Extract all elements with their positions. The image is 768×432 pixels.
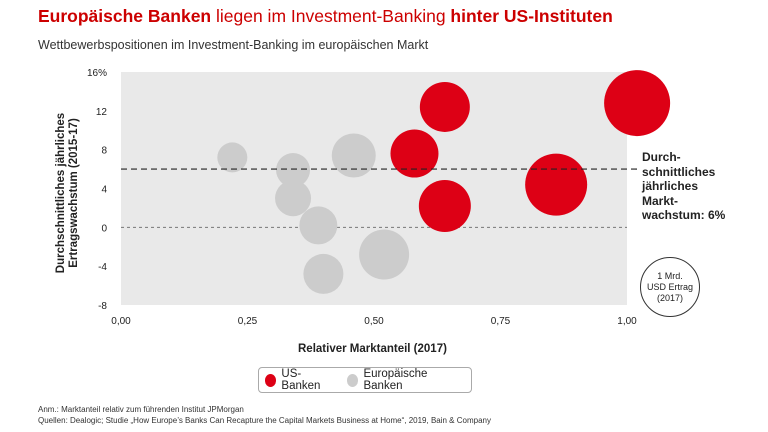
market-growth-label: Durch- schnittliches jährliches Markt- w…: [642, 150, 726, 222]
bubble-us: [604, 70, 671, 137]
note-line-2: Quellen: Dealogic; Studie „How Europe’s …: [38, 415, 491, 425]
x-tick-label: 0,00: [111, 316, 131, 327]
legend-swatch-us: [265, 373, 277, 387]
legend-label-us: US-Banken: [281, 368, 321, 392]
title-part1: Europäische Banken: [38, 6, 212, 26]
x-tick-label: 0,25: [238, 316, 258, 327]
chart-subtitle: Wettbewerbspositionen im Investment-Bank…: [38, 38, 429, 52]
x-tick-label: 0,50: [364, 316, 384, 327]
y-tick-label: 12: [96, 107, 108, 118]
bubble-eu: [299, 206, 338, 245]
y-tick-label: 0: [101, 223, 107, 234]
legend: US-Banken Europäische Banken: [258, 367, 472, 393]
bubble-us: [419, 81, 470, 132]
y-tick-label: 4: [101, 185, 107, 196]
y-axis-label: Durchschnittliches jährliches Ertragswac…: [55, 112, 80, 274]
y-tick-label: -4: [98, 262, 107, 273]
footnotes: Anm.: Marktanteil relativ zum führenden …: [38, 405, 491, 426]
legend-item-us: US-Banken: [265, 368, 333, 392]
bubble-eu: [275, 180, 312, 217]
legend-item-eu: Europäische Banken: [347, 368, 457, 392]
title-part2: liegen im Investment-Banking: [211, 6, 451, 26]
chart-title: Europäische Banken liegen im Investment-…: [38, 6, 613, 27]
x-axis-label: Relativer Marktanteil (2017): [298, 343, 447, 355]
y-tick-label: -8: [98, 301, 107, 312]
bubble-us: [418, 179, 471, 232]
legend-swatch-eu: [347, 373, 359, 387]
legend-label-eu: Europäische Banken: [363, 368, 428, 392]
title-part3: hinter US-Instituten: [450, 6, 613, 26]
x-tick-label: 0,75: [491, 316, 511, 327]
bubble-eu: [359, 229, 410, 280]
bubble-eu: [331, 133, 376, 178]
bubble-eu: [217, 142, 248, 173]
y-tick-label: 8: [101, 146, 107, 157]
size-reference-bubble: 1 Mrd. USD Ertrag (2017): [640, 257, 700, 317]
bubble-eu: [276, 153, 311, 188]
x-tick-label: 1,00: [617, 316, 637, 327]
bubble-us: [390, 129, 439, 178]
bubble-eu: [303, 253, 344, 294]
note-line-1: Anm.: Marktanteil relativ zum führenden …: [38, 405, 244, 414]
y-tick-label: 16%: [87, 68, 107, 79]
bubble-us: [525, 153, 588, 216]
